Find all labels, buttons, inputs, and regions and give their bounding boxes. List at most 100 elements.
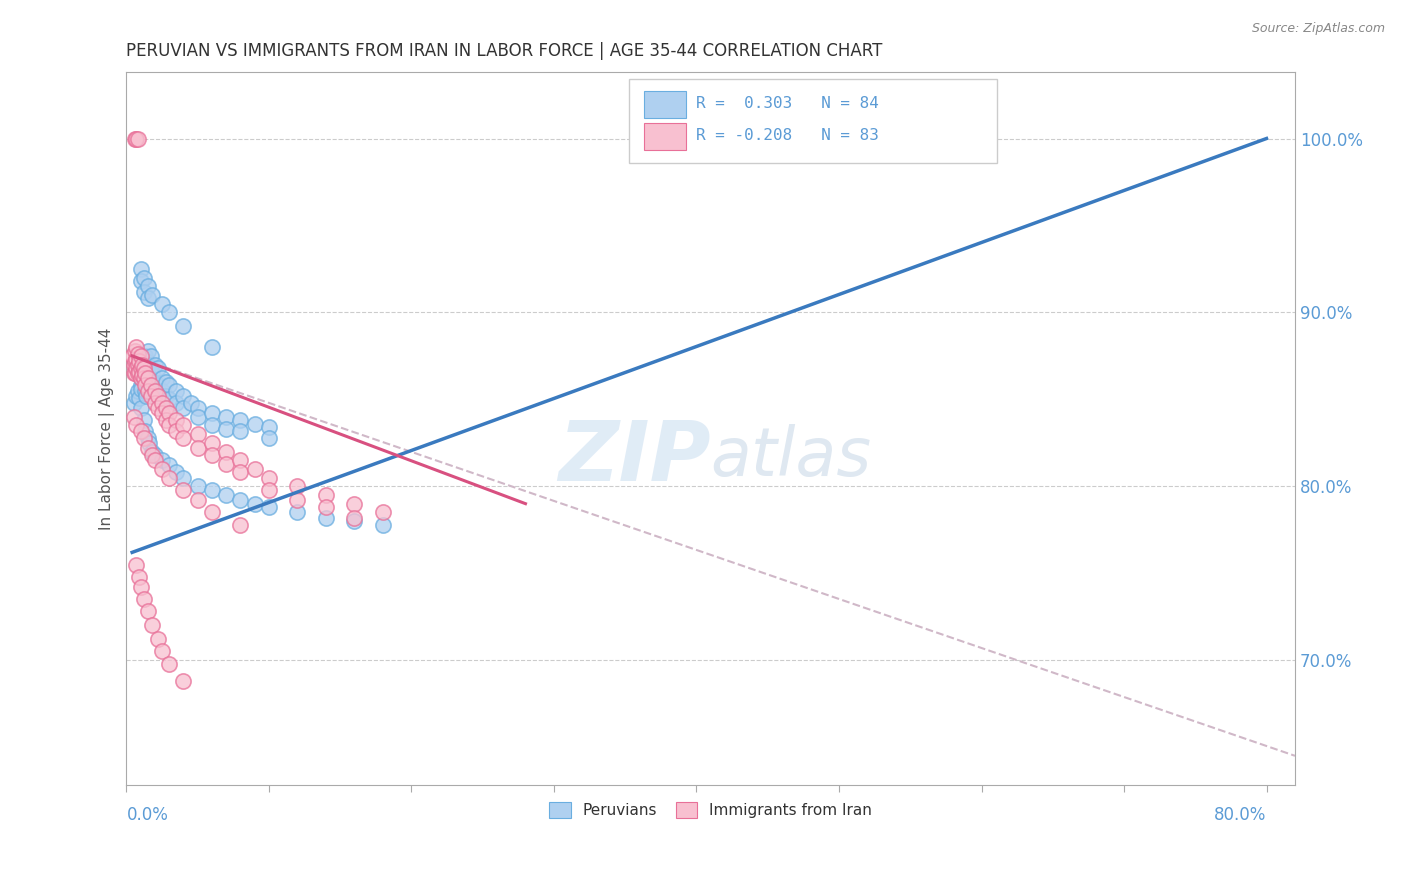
FancyBboxPatch shape: [644, 123, 686, 150]
Point: [146, 378, 169, 392]
Point: [201, 483, 224, 497]
Point: [150, 384, 173, 398]
Point: [131, 358, 153, 372]
Point: [187, 441, 209, 455]
Point: [125, 418, 148, 433]
Point: [165, 396, 187, 410]
Text: R = -0.208   N = 83: R = -0.208 N = 83: [696, 128, 879, 144]
Point: [141, 444, 163, 458]
Point: [127, 358, 149, 372]
Point: [150, 644, 173, 658]
Point: [157, 657, 180, 671]
Point: [125, 340, 148, 354]
Point: [243, 462, 266, 476]
Point: [134, 424, 156, 438]
Point: [143, 448, 166, 462]
Point: [287, 505, 309, 519]
Point: [146, 632, 169, 647]
Point: [122, 358, 145, 372]
Point: [172, 431, 194, 445]
Point: [187, 409, 209, 424]
Point: [132, 361, 155, 376]
Point: [124, 131, 146, 145]
Point: [139, 378, 162, 392]
Point: [187, 401, 209, 415]
Point: [136, 292, 159, 306]
Text: Source: ZipAtlas.com: Source: ZipAtlas.com: [1251, 22, 1385, 36]
Point: [141, 384, 163, 398]
Point: [187, 427, 209, 442]
Point: [121, 349, 143, 363]
Point: [187, 479, 209, 493]
Point: [257, 500, 280, 515]
Point: [124, 354, 146, 368]
Point: [134, 366, 156, 380]
Point: [243, 497, 266, 511]
Point: [146, 361, 169, 376]
Point: [132, 270, 155, 285]
Point: [132, 285, 155, 299]
Point: [132, 413, 155, 427]
Point: [157, 305, 180, 319]
Point: [136, 378, 159, 392]
Point: [127, 384, 149, 398]
Point: [139, 361, 162, 376]
Point: [141, 618, 163, 632]
Point: [143, 384, 166, 398]
Point: [150, 453, 173, 467]
Point: [187, 493, 209, 508]
Point: [215, 457, 238, 471]
Point: [127, 366, 149, 380]
Point: [128, 391, 150, 405]
FancyBboxPatch shape: [628, 78, 997, 163]
Point: [970, 131, 993, 145]
Point: [138, 371, 160, 385]
Point: [229, 424, 252, 438]
Point: [125, 131, 148, 145]
Point: [143, 358, 166, 372]
Point: [135, 389, 157, 403]
Point: [134, 349, 156, 363]
Point: [134, 384, 156, 398]
Point: [215, 409, 238, 424]
Point: [201, 418, 224, 433]
Point: [129, 580, 152, 594]
Point: [143, 375, 166, 389]
Point: [138, 358, 160, 372]
Point: [127, 347, 149, 361]
Point: [129, 361, 152, 376]
Point: [229, 466, 252, 480]
Point: [146, 401, 169, 415]
Point: [371, 517, 394, 532]
Point: [257, 470, 280, 484]
Point: [315, 500, 337, 515]
Point: [150, 462, 173, 476]
Point: [129, 378, 152, 392]
Point: [157, 378, 180, 392]
Point: [128, 570, 150, 584]
Point: [136, 441, 159, 455]
Point: [136, 431, 159, 445]
Point: [127, 131, 149, 145]
Point: [129, 382, 152, 396]
Point: [129, 261, 152, 276]
Point: [157, 418, 180, 433]
Point: [157, 406, 180, 420]
Text: atlas: atlas: [711, 425, 872, 491]
Point: [136, 343, 159, 358]
Point: [132, 431, 155, 445]
Point: [165, 466, 187, 480]
Point: [157, 392, 180, 407]
Point: [315, 510, 337, 524]
Point: [165, 384, 187, 398]
Text: ZIP: ZIP: [558, 417, 711, 498]
Point: [141, 448, 163, 462]
Point: [150, 406, 173, 420]
Point: [155, 389, 177, 403]
Text: 0.0%: 0.0%: [127, 806, 169, 824]
Point: [139, 378, 162, 392]
Point: [143, 396, 166, 410]
Point: [343, 514, 366, 528]
Point: [229, 413, 252, 427]
Point: [172, 319, 194, 334]
